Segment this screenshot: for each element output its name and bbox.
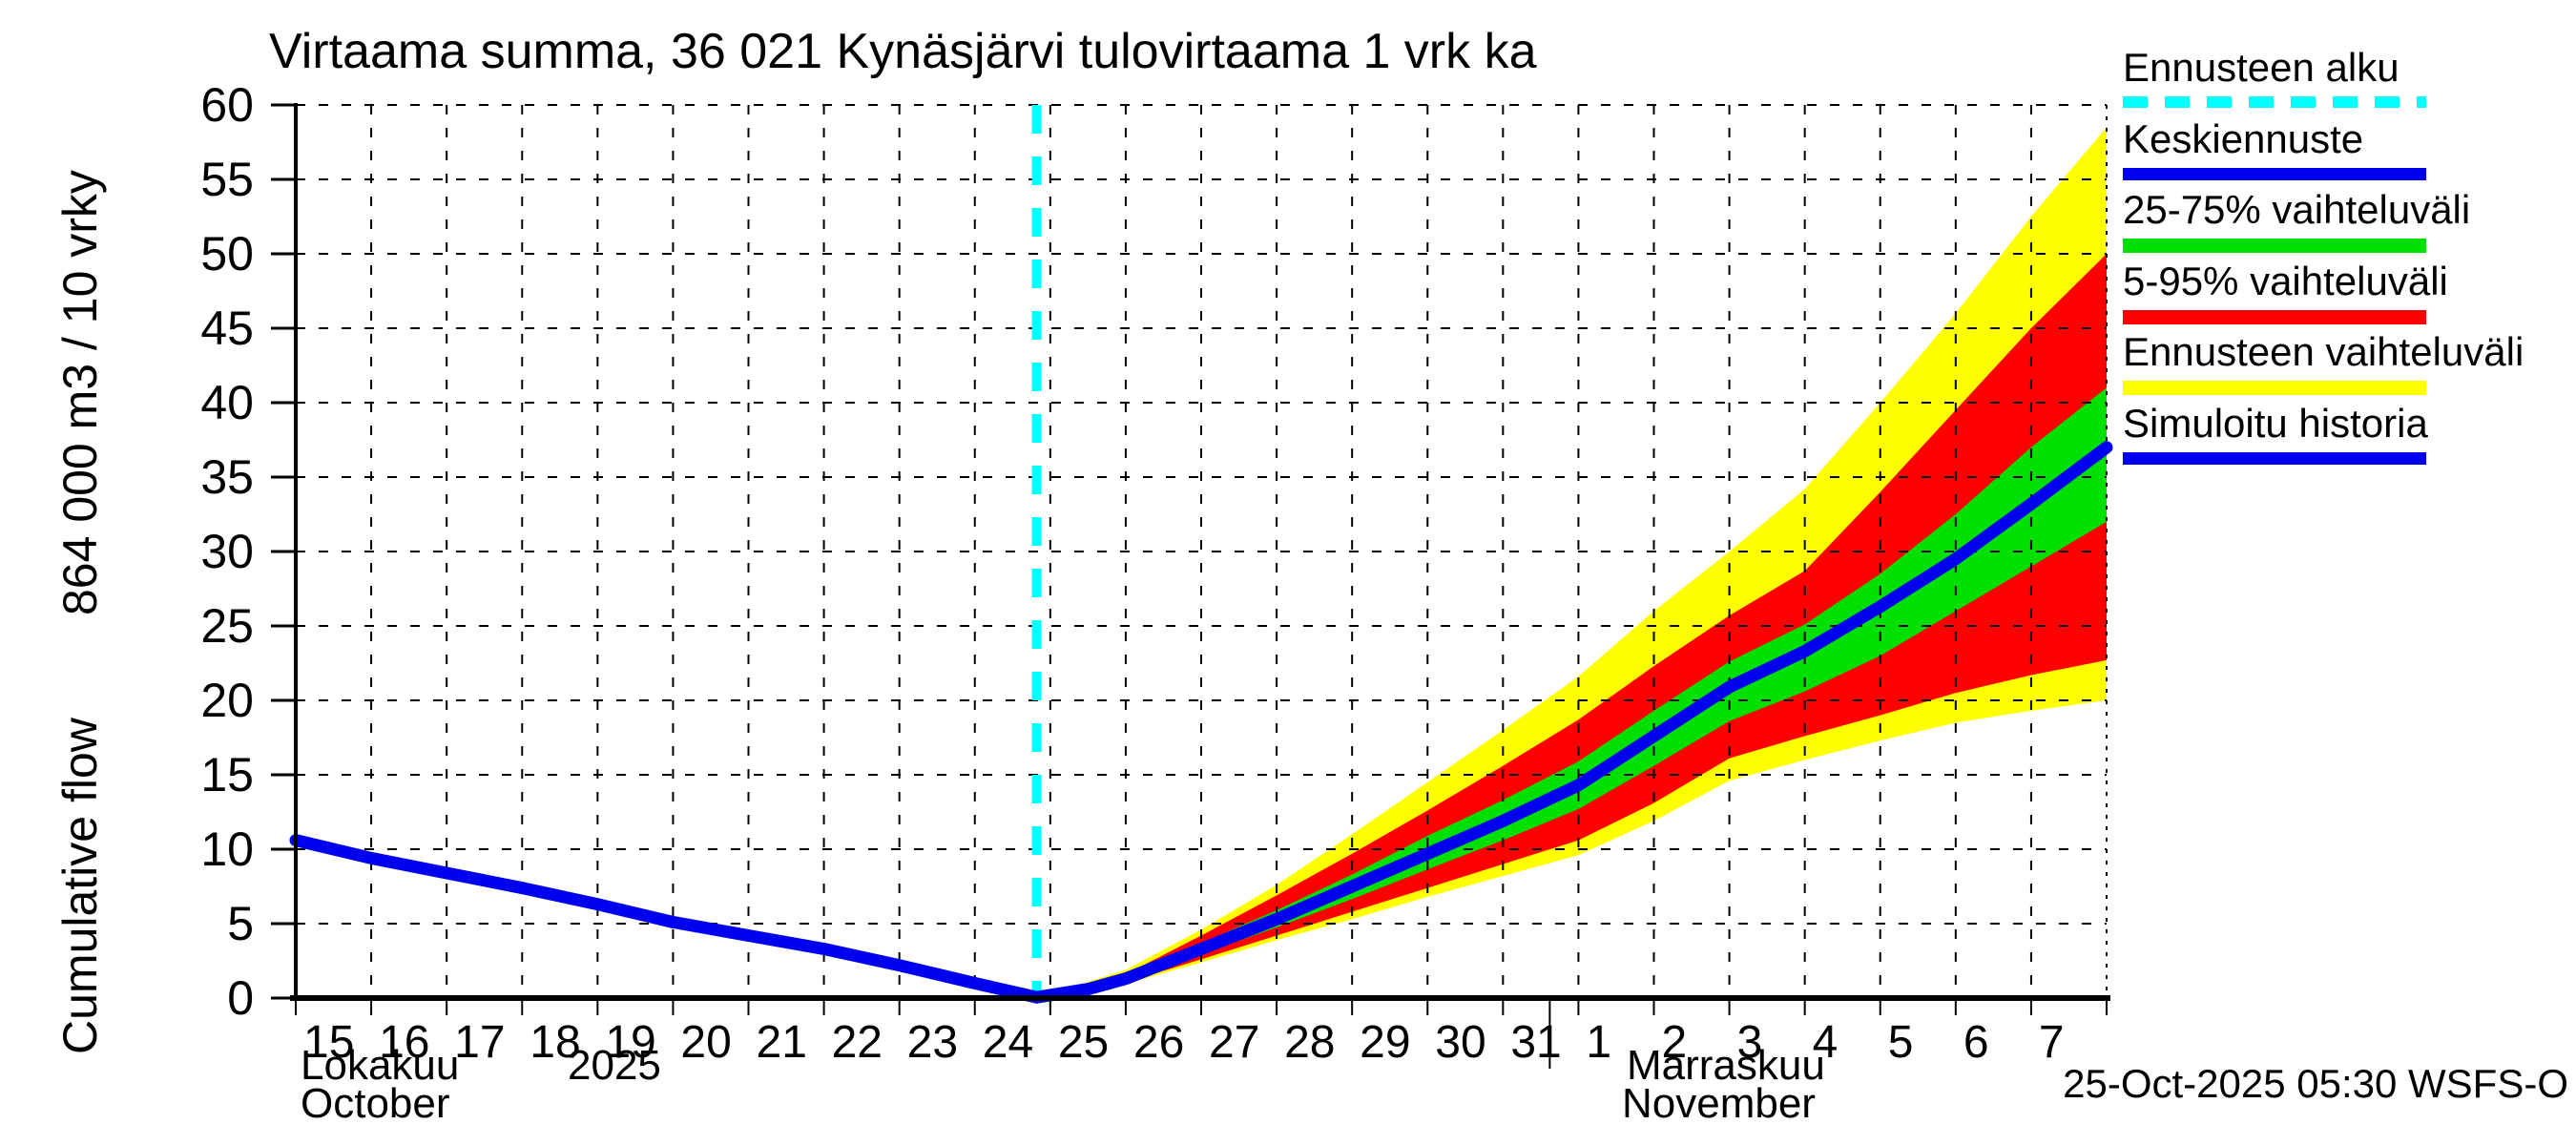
x-tick-label: 17: [454, 1017, 505, 1068]
y-tick-label: 60: [200, 78, 254, 132]
x-tick-label: 20: [680, 1017, 731, 1068]
x-tick-label: 31: [1510, 1017, 1561, 1068]
x-tick-label: 23: [907, 1017, 958, 1068]
legend-item-5-95-vaihteluv-li: 5-95% vaihteluväli: [2123, 258, 2571, 324]
x-tick-label: 26: [1133, 1017, 1184, 1068]
x-tick-label: 22: [832, 1017, 883, 1068]
legend-item-simuloitu-historia: Simuloitu historia: [2123, 404, 2571, 465]
y-tick-label: 25: [200, 599, 254, 653]
month-label-october: October: [301, 1080, 450, 1127]
x-tick-label: 28: [1284, 1017, 1335, 1068]
x-tick-label: 18: [530, 1017, 580, 1068]
x-tick-label: 24: [983, 1017, 1033, 1068]
month-label-marraskuu: Marraskuu: [1627, 1042, 1825, 1089]
x-tick-label: 16: [379, 1017, 429, 1068]
y-tick-label: 5: [227, 897, 254, 950]
legend-swatch-25-75-vaihteluv-li: [2123, 239, 2426, 254]
x-tick-label: 6: [1963, 1017, 1989, 1068]
legend-item-25-75-vaihteluv-li: 25-75% vaihteluväli: [2123, 187, 2571, 254]
legend-item-ennusteen-vaihteluv-li: Ennusteen vaihteluväli: [2123, 329, 2571, 396]
legend-swatch-keskiennuste: [2123, 167, 2426, 180]
legend-label-simuloitu-historia: Simuloitu historia: [2123, 401, 2428, 446]
legend-item-ennusteen-alku: Ennusteen alku: [2123, 48, 2571, 108]
y-tick-label: 35: [200, 450, 254, 504]
y-tick-label: 20: [200, 674, 254, 727]
x-tick-label: 29: [1360, 1017, 1410, 1068]
simulated-history-line: [289, 834, 1044, 1004]
year-label: 2025: [568, 1042, 661, 1089]
x-tick-label: 25: [1058, 1017, 1109, 1068]
y-tick-label: 10: [200, 822, 254, 876]
month-label-lokakuu: Lokakuu: [301, 1042, 460, 1089]
x-tick-label: 7: [2039, 1017, 2065, 1068]
x-tick-label: 1: [1586, 1017, 1611, 1068]
x-tick-label: 5: [1888, 1017, 1914, 1068]
timestamp: 25-Oct-2025 05:30 WSFS-O: [2063, 1061, 2568, 1106]
median-forecast-line: [1030, 441, 2113, 1004]
legend-swatch-5-95-vaihteluv-li: [2123, 309, 2426, 324]
legend-label-5-95-vaihteluv-li: 5-95% vaihteluväli: [2123, 258, 2448, 303]
y-tick-label: 40: [200, 376, 254, 429]
y-tick-label: 30: [200, 525, 254, 578]
y-axis-name-label: Cumulative flow: [53, 718, 107, 1054]
x-tick-label: 15: [303, 1017, 354, 1068]
legend-swatch-ennusteen-alku: [2123, 96, 2426, 108]
legend-swatch-ennusteen-vaihteluv-li: [2123, 381, 2426, 396]
page-title: Virtaama summa, 36 021 Kynäsjärvi tulovi…: [269, 24, 1537, 79]
legend-label-25-75-vaihteluv-li: 25-75% vaihteluväli: [2123, 187, 2471, 233]
legend: Ennusteen alku Keskiennuste 25-75% vaihtel…: [2123, 0, 2571, 534]
legend-label-ennusteen-alku: Ennusteen alku: [2123, 45, 2399, 90]
y-axis-units-label: 864 000 m3 / 10 vrky: [53, 170, 107, 615]
y-tick-label: 50: [200, 227, 254, 281]
legend-label-ennusteen-vaihteluv-li: Ennusteen vaihteluväli: [2123, 329, 2524, 375]
x-tick-label: 3: [1737, 1017, 1763, 1068]
legend-swatch-simuloitu-historia: [2123, 452, 2426, 465]
legend-item-keskiennuste: Keskiennuste: [2123, 115, 2571, 180]
x-tick-label: 21: [757, 1017, 807, 1068]
x-tick-label: 19: [605, 1017, 655, 1068]
x-tick-label: 4: [1813, 1017, 1839, 1068]
y-tick-label: 15: [200, 748, 254, 802]
y-tick-label: 0: [227, 971, 254, 1025]
y-tick-label: 45: [200, 302, 254, 355]
x-tick-label: 27: [1209, 1017, 1259, 1068]
y-tick-label: 55: [200, 153, 254, 206]
x-tick-label: 30: [1435, 1017, 1485, 1068]
x-tick-label: 2: [1662, 1017, 1688, 1068]
legend-label-keskiennuste: Keskiennuste: [2123, 115, 2364, 161]
month-label-november: November: [1622, 1080, 1816, 1127]
